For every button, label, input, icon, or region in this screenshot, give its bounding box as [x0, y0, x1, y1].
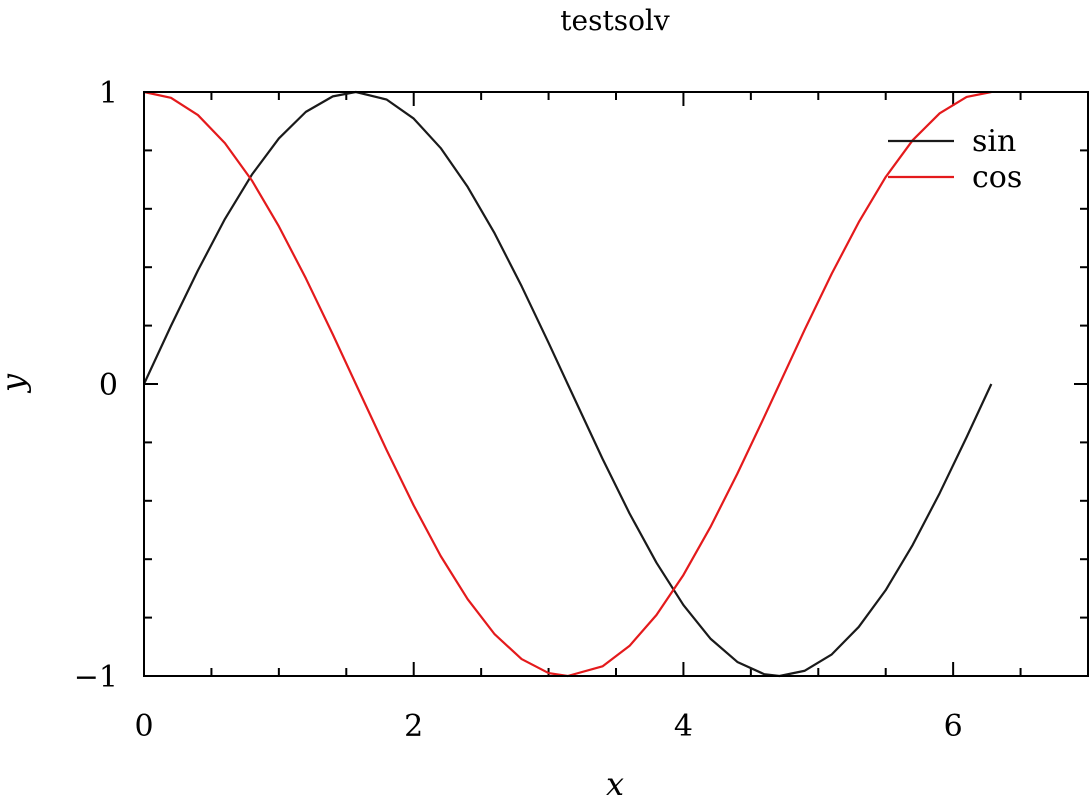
- y-axis-label: y: [0, 373, 32, 394]
- legend-label-cos: cos: [972, 160, 1022, 195]
- legend-label-sin: sin: [972, 124, 1016, 159]
- series-line-sin: [143, 90, 993, 678]
- x-tick-label: 0: [134, 709, 153, 744]
- x-tick-label: 2: [404, 709, 423, 744]
- series-group: [143, 90, 993, 678]
- plot-frame: [143, 91, 1089, 677]
- y-tick-label: 0: [99, 368, 118, 403]
- x-tick-label: 4: [674, 709, 693, 744]
- axis-ticks: 0 2 4 6 −1 0 1: [74, 76, 1088, 744]
- y-tick-label: 1: [99, 76, 118, 111]
- x-axis-label: x: [606, 765, 624, 800]
- x-tick-label: 6: [944, 709, 963, 744]
- chart-title: testsolv: [560, 4, 670, 37]
- y-tick-label: −1: [74, 660, 118, 695]
